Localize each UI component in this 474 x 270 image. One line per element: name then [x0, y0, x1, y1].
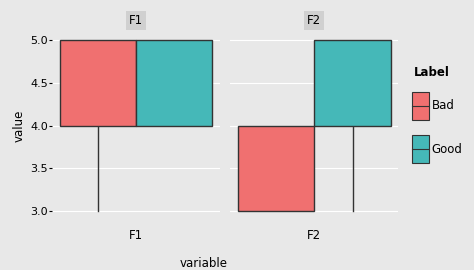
Text: Bad: Bad [432, 99, 455, 112]
Bar [314, 40, 391, 126]
Bar [412, 92, 429, 120]
Text: variable: variable [180, 257, 228, 270]
Text: Label: Label [414, 66, 449, 79]
Y-axis label: value: value [13, 109, 26, 142]
Title: F2: F2 [307, 14, 321, 27]
Bar [412, 136, 429, 163]
Bar [238, 126, 314, 211]
Bar [60, 40, 136, 126]
Bar [136, 40, 212, 126]
Title: F1: F1 [129, 14, 143, 27]
Text: Good: Good [432, 143, 463, 156]
